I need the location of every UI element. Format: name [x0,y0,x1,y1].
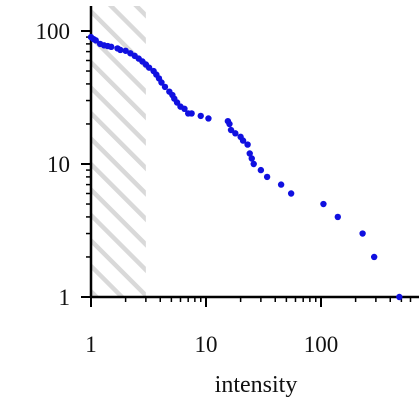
data-point [263,173,271,181]
data-point [227,126,235,134]
data-point [239,137,247,144]
data-point [257,166,265,174]
y-tick-label: 10 [47,152,70,177]
data-point [161,83,169,91]
x-axis-label: intensity [215,372,298,398]
data-points [87,33,403,301]
data-point [277,181,285,188]
data-point [244,141,251,148]
data-point [117,46,124,54]
data-point [145,64,153,71]
data-point [396,293,403,301]
data-point [158,79,165,86]
x-tick-label: 100 [304,332,339,357]
axes: 1 10 100 1 10 100 [36,6,419,357]
data-point [232,130,239,137]
data-point [250,160,257,168]
data-point [122,47,129,54]
x-tick-label: 1 [85,332,97,357]
data-point [370,253,378,261]
data-point [205,115,212,122]
data-point [197,112,204,120]
data-point [188,110,195,117]
axis-labels: intensity [215,372,298,398]
x-tick-label: 10 [195,332,218,357]
data-point [226,120,233,128]
data-point [359,230,366,237]
y-tick-label: 100 [36,19,71,44]
data-point [320,200,327,208]
data-point [287,190,295,197]
y-tick-label: 1 [59,285,71,310]
data-point [248,155,255,162]
data-point [334,213,342,221]
data-point [108,43,115,51]
data-point [92,37,99,44]
data-point [181,105,188,113]
data-point [246,150,253,157]
